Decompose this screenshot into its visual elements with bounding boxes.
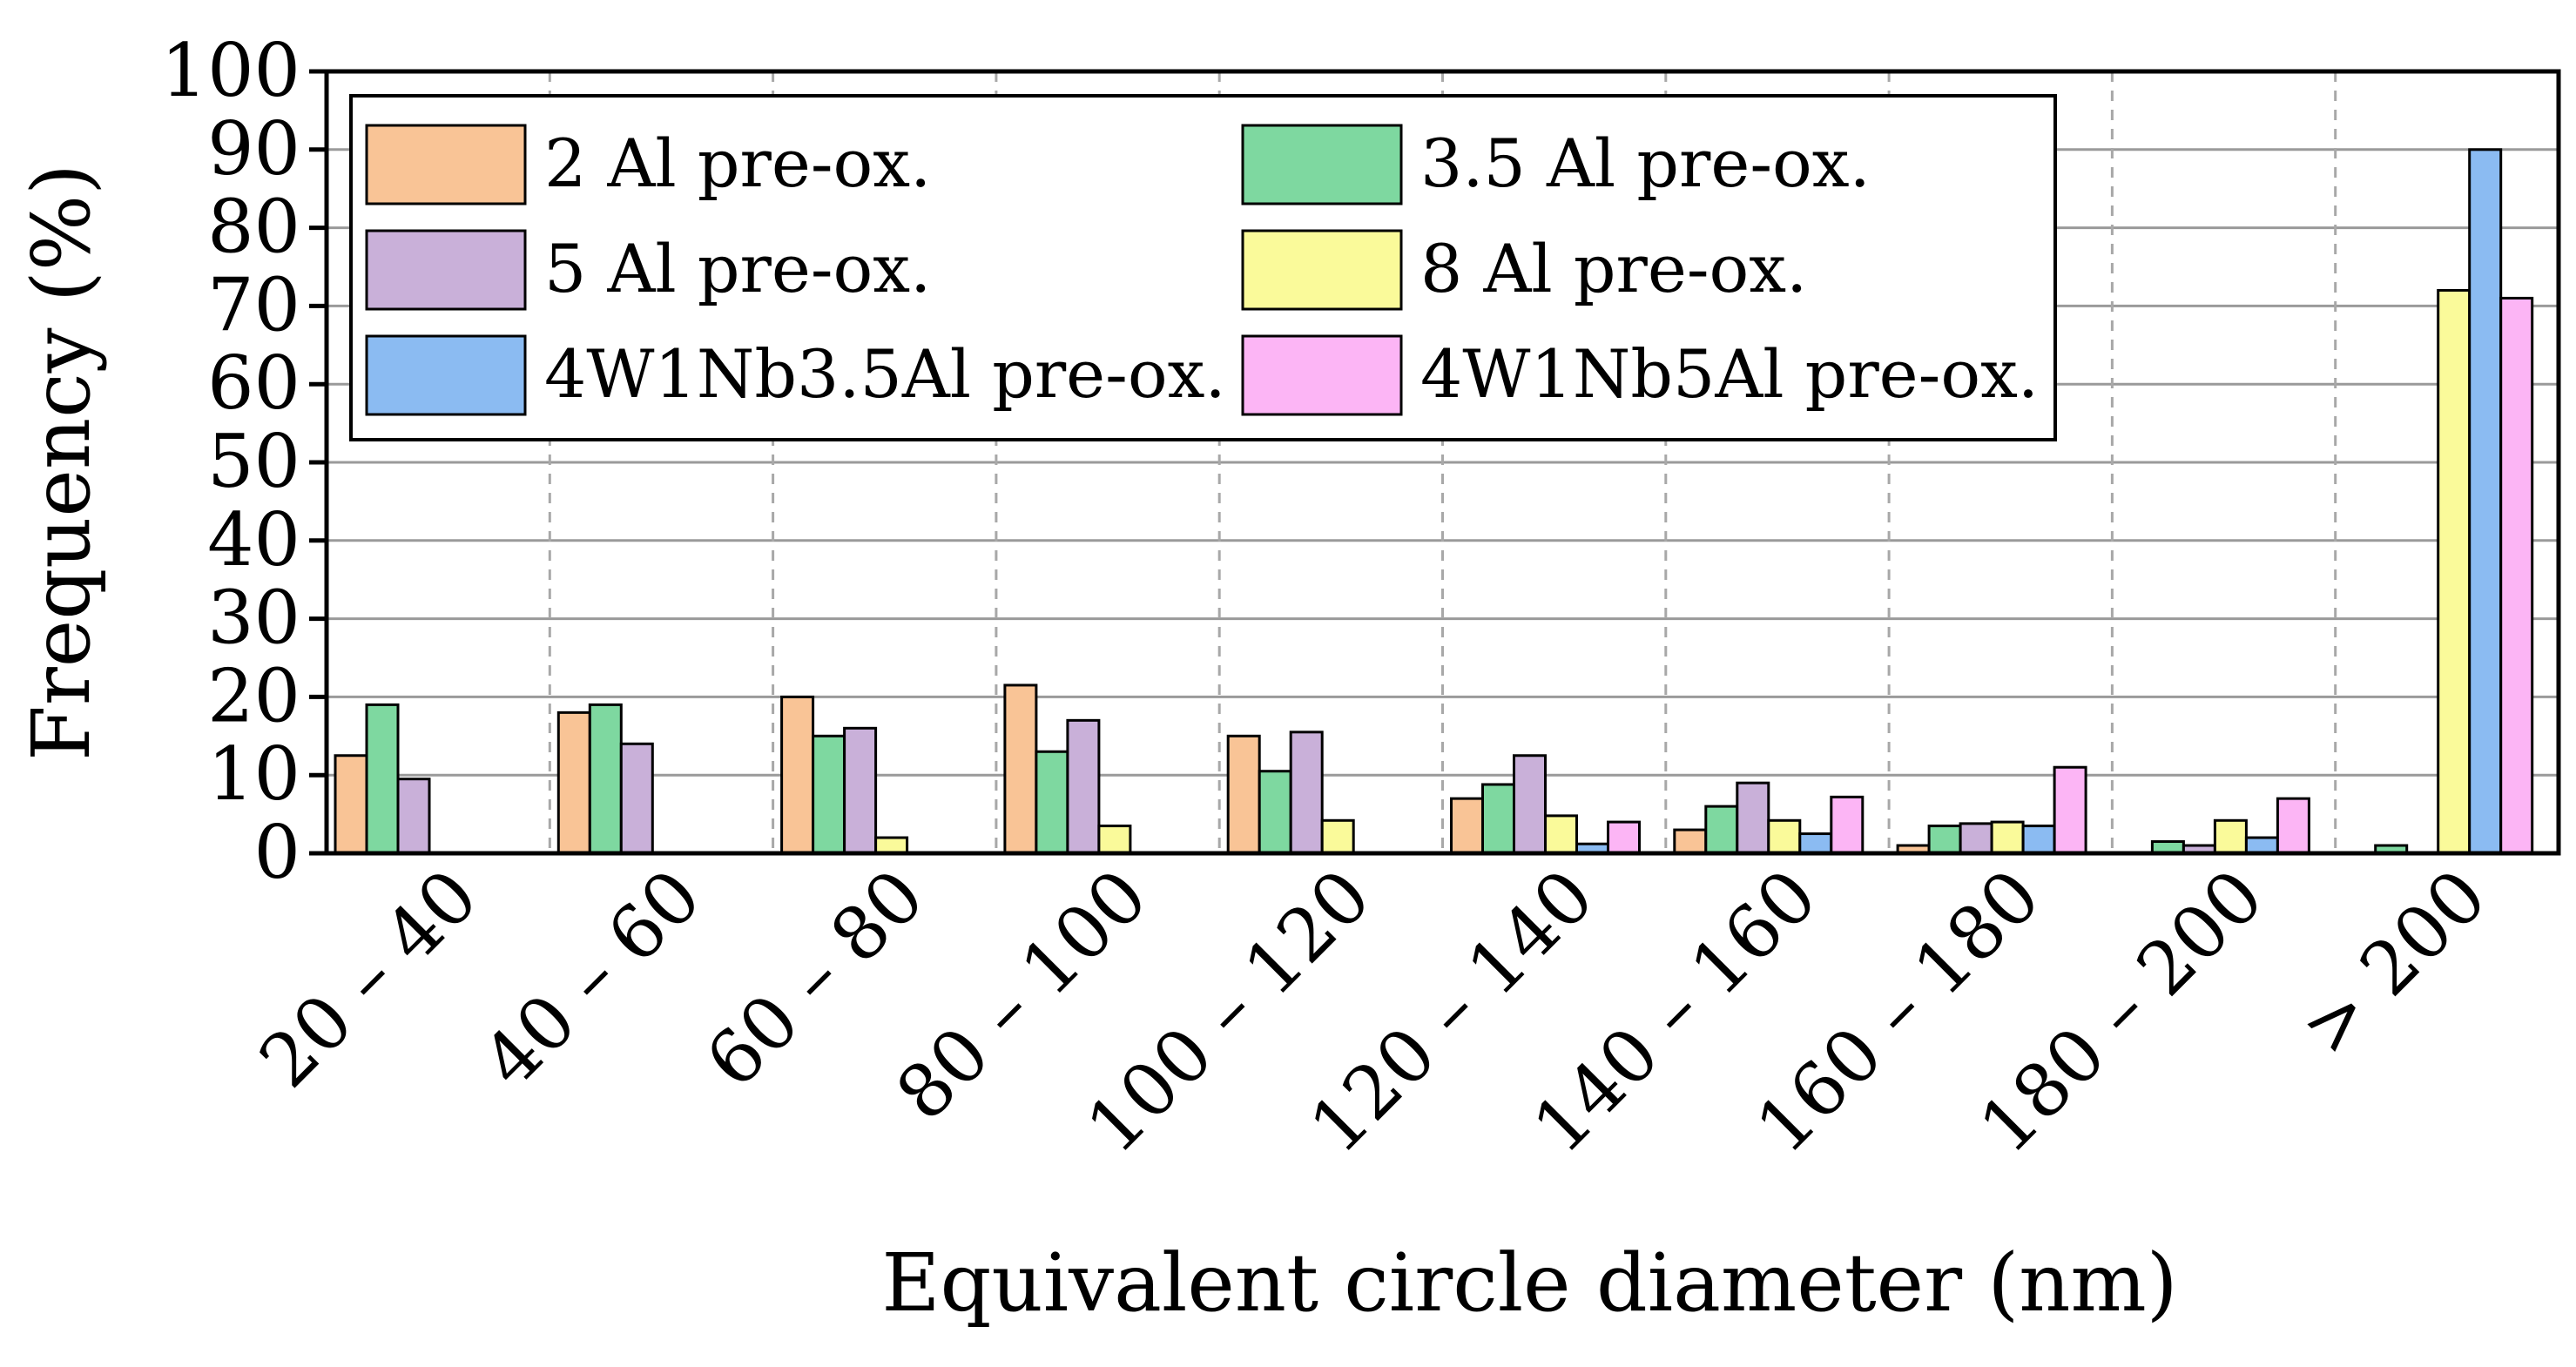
bar (1544, 814, 1578, 855)
bar (1830, 795, 1865, 855)
bar (1320, 818, 1355, 855)
bar (1959, 822, 1993, 855)
y-tick-label: 0 (254, 810, 300, 895)
bar (812, 734, 846, 855)
y-tick-label: 30 (207, 576, 300, 661)
legend-label: 4W1Nb3.5Al pre-ox. (544, 335, 1226, 413)
y-tick-label: 100 (161, 28, 300, 113)
y-tick-label: 70 (207, 262, 300, 347)
legend-swatch (365, 334, 527, 416)
legend-swatch (365, 124, 527, 205)
bar (2499, 296, 2534, 855)
bar (588, 703, 623, 855)
legend-box (349, 94, 2057, 441)
bar (1607, 820, 1641, 855)
bar (1066, 718, 1101, 855)
bar (1003, 684, 1038, 855)
bar (843, 726, 878, 855)
legend-label: 3.5 Al pre-ox. (1420, 125, 1871, 202)
bar (1289, 731, 1324, 855)
y-tick-label: 40 (207, 497, 300, 582)
bar (1097, 825, 1132, 855)
bar (1990, 820, 2025, 855)
bar (1927, 825, 1962, 855)
bar (1258, 770, 1292, 855)
bar (334, 754, 368, 855)
bar (1736, 781, 1770, 855)
y-tick-label: 90 (207, 106, 300, 192)
bar (1673, 828, 1708, 855)
bar (2468, 148, 2503, 855)
legend: 2 Al pre-ox. 3.5 Al pre-ox. 5 Al pre-ox. 8 … (349, 94, 2057, 441)
bar (1513, 754, 1547, 855)
bar (365, 703, 400, 855)
bar (1226, 734, 1261, 855)
x-axis-title: Equivalent circle diameter (nm) (881, 1236, 2177, 1330)
bar (1798, 832, 1833, 855)
bar (619, 742, 654, 855)
bars (334, 148, 2534, 855)
bar (2276, 797, 2310, 855)
legend-swatch (365, 229, 527, 311)
y-tick-label: 50 (207, 419, 300, 504)
legend-label: 8 Al pre-ox. (1420, 230, 1807, 307)
legend-label: 5 Al pre-ox. (544, 230, 931, 307)
y-tick-label: 80 (207, 185, 300, 270)
legend-label: 2 Al pre-ox. (544, 125, 931, 202)
legend-swatch (1241, 334, 1403, 416)
bar (2213, 818, 2248, 855)
y-tick-label: 10 (207, 731, 300, 817)
bar (1481, 783, 1515, 855)
legend-swatch (1241, 124, 1403, 205)
bar (1767, 818, 1802, 855)
bar (1450, 797, 1484, 855)
bar (396, 778, 431, 855)
y-tick-label: 20 (207, 653, 300, 738)
y-tick-label: 60 (207, 340, 300, 426)
bar (2021, 825, 2056, 855)
x-tick-label: > 200 (2284, 853, 2503, 1072)
bar (556, 710, 591, 855)
bar (1035, 750, 1069, 855)
y-axis-title: Frequency (%) (15, 164, 108, 761)
x-tick-label: 40 – 60 (467, 853, 718, 1104)
legend-swatch (1241, 229, 1403, 311)
legend-label: 4W1Nb5Al pre-ox. (1420, 335, 2039, 413)
bar (2053, 765, 2087, 855)
bar (780, 695, 815, 855)
bar (1704, 805, 1739, 855)
bar (874, 836, 909, 855)
bar (2437, 288, 2471, 855)
bar (2244, 836, 2279, 855)
